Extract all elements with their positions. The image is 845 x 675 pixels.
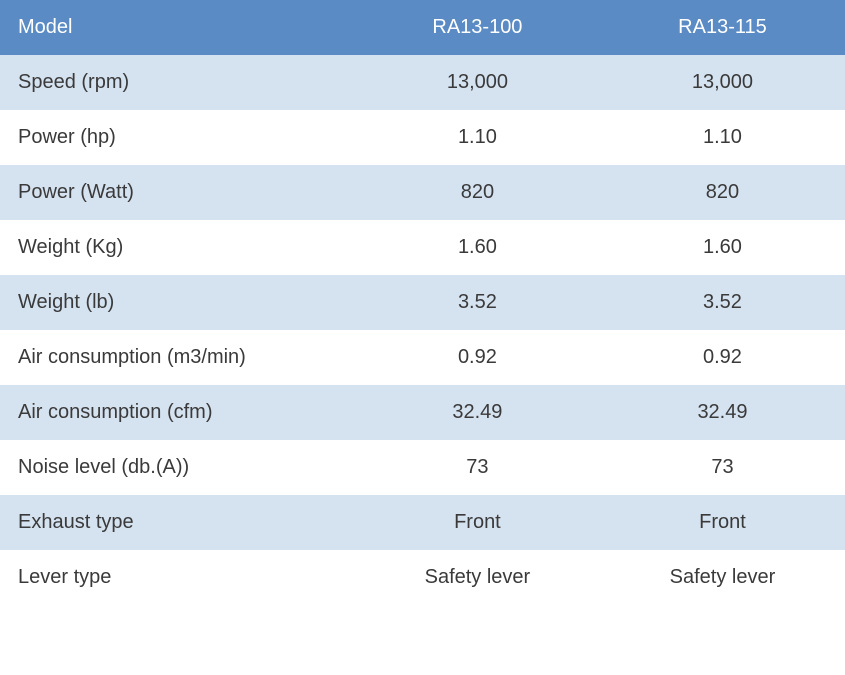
row-value-1: 1.60 [355,220,600,275]
row-value-2: Front [600,495,845,550]
row-value-2: 820 [600,165,845,220]
table-row: Weight (Kg)1.601.60 [0,220,845,275]
table-header-row: Model RA13-100 RA13-115 [0,0,845,55]
table-row: Noise level (db.(A))7373 [0,440,845,495]
table-row: Speed (rpm)13,00013,000 [0,55,845,110]
row-value-1: 1.10 [355,110,600,165]
row-label: Power (hp) [0,110,355,165]
row-value-1: 3.52 [355,275,600,330]
table-row: Exhaust typeFrontFront [0,495,845,550]
row-label: Lever type [0,550,355,605]
row-value-1: 73 [355,440,600,495]
row-value-2: 73 [600,440,845,495]
row-value-1: 32.49 [355,385,600,440]
row-value-1: 820 [355,165,600,220]
table-row: Lever typeSafety leverSafety lever [0,550,845,605]
row-value-2: Safety lever [600,550,845,605]
row-label: Air consumption (m3/min) [0,330,355,385]
header-col-2: RA13-115 [600,0,845,55]
row-value-1: 0.92 [355,330,600,385]
header-col-1: RA13-100 [355,0,600,55]
row-label: Air consumption (cfm) [0,385,355,440]
table-row: Weight (lb)3.523.52 [0,275,845,330]
row-label: Weight (lb) [0,275,355,330]
header-model: Model [0,0,355,55]
table-row: Air consumption (cfm)32.4932.49 [0,385,845,440]
table-row: Power (hp)1.101.10 [0,110,845,165]
row-value-1: Front [355,495,600,550]
table-row: Air consumption (m3/min)0.920.92 [0,330,845,385]
row-value-1: 13,000 [355,55,600,110]
row-label: Noise level (db.(A)) [0,440,355,495]
row-value-2: 0.92 [600,330,845,385]
row-label: Weight (Kg) [0,220,355,275]
spec-table: Model RA13-100 RA13-115 Speed (rpm)13,00… [0,0,845,605]
row-label: Speed (rpm) [0,55,355,110]
row-value-1: Safety lever [355,550,600,605]
row-value-2: 1.10 [600,110,845,165]
row-value-2: 32.49 [600,385,845,440]
row-value-2: 1.60 [600,220,845,275]
table-body: Speed (rpm)13,00013,000Power (hp)1.101.1… [0,55,845,605]
table-row: Power (Watt)820820 [0,165,845,220]
row-label: Exhaust type [0,495,355,550]
row-value-2: 13,000 [600,55,845,110]
row-value-2: 3.52 [600,275,845,330]
row-label: Power (Watt) [0,165,355,220]
